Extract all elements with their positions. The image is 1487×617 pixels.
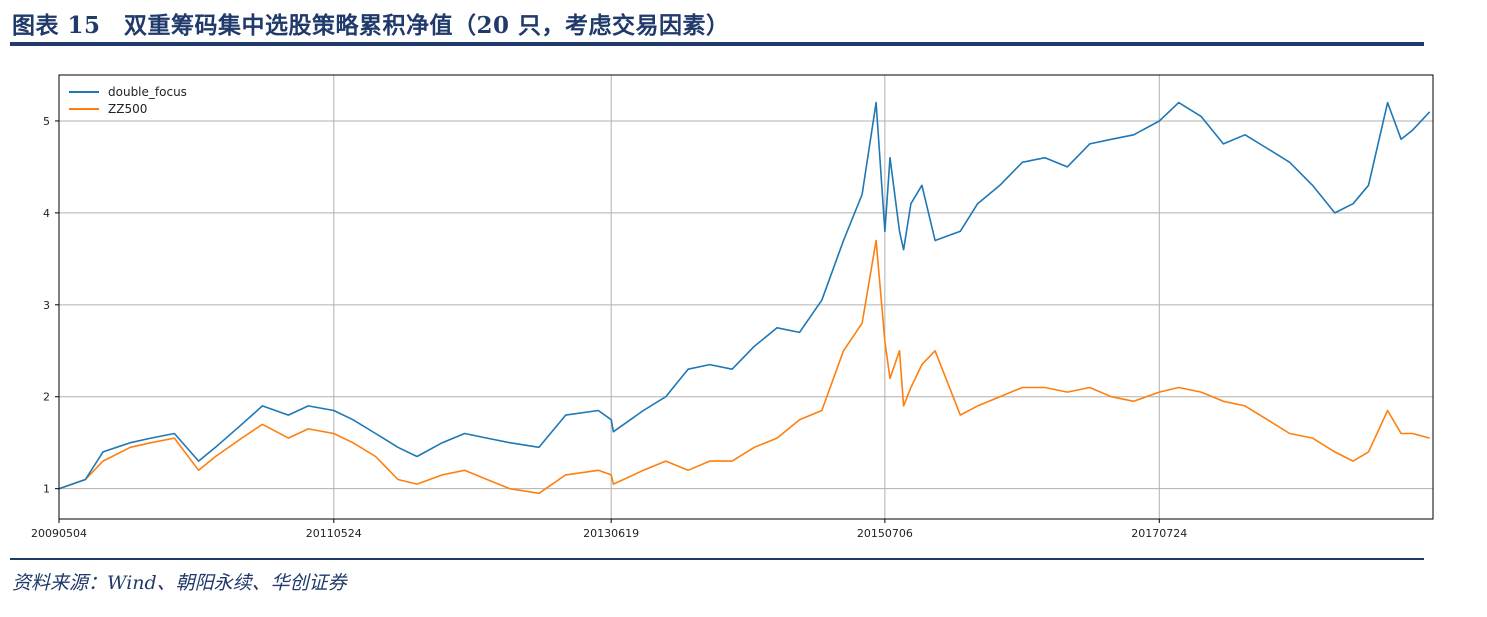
source-rule: [10, 558, 1424, 560]
x-tick-label: 20110524: [306, 527, 362, 540]
chart-legend: double_focus ZZ500: [69, 85, 187, 116]
legend-label: ZZ500: [108, 102, 147, 116]
figure-title: 图表 15 双重筹码集中选股策略累积净值（20 只，考虑交易因素）: [12, 12, 730, 39]
y-tick-label: 5: [43, 115, 50, 128]
chart-ticks: 1 2 3 4 5 20090504 20110524 20130619 20150706 201…: [31, 115, 1187, 540]
figure-source: 资料来源：Wind、朝阳永续、华创证券: [12, 572, 347, 594]
chart-series: [58, 101, 1431, 495]
y-tick-label: 4: [43, 207, 50, 220]
x-tick-label: 20130619: [583, 527, 639, 540]
x-tick-label: 20090504: [31, 527, 87, 540]
series-line-double-focus: [58, 101, 1431, 490]
series-line-zz500: [58, 239, 1430, 495]
y-tick-label: 2: [43, 391, 50, 404]
chart-grid: [59, 75, 1433, 519]
y-tick-label: 3: [43, 299, 50, 312]
plot-frame: [58, 74, 1434, 520]
title-rule: [10, 42, 1424, 46]
x-tick-label: 20150706: [857, 527, 913, 540]
line-chart: 1 2 3 4 5 20090504 20110524 20130619 20150706 201…: [31, 74, 1434, 540]
x-tick-label: 20170724: [1131, 527, 1187, 540]
legend-label: double_focus: [108, 85, 187, 99]
y-tick-label: 1: [43, 483, 50, 496]
